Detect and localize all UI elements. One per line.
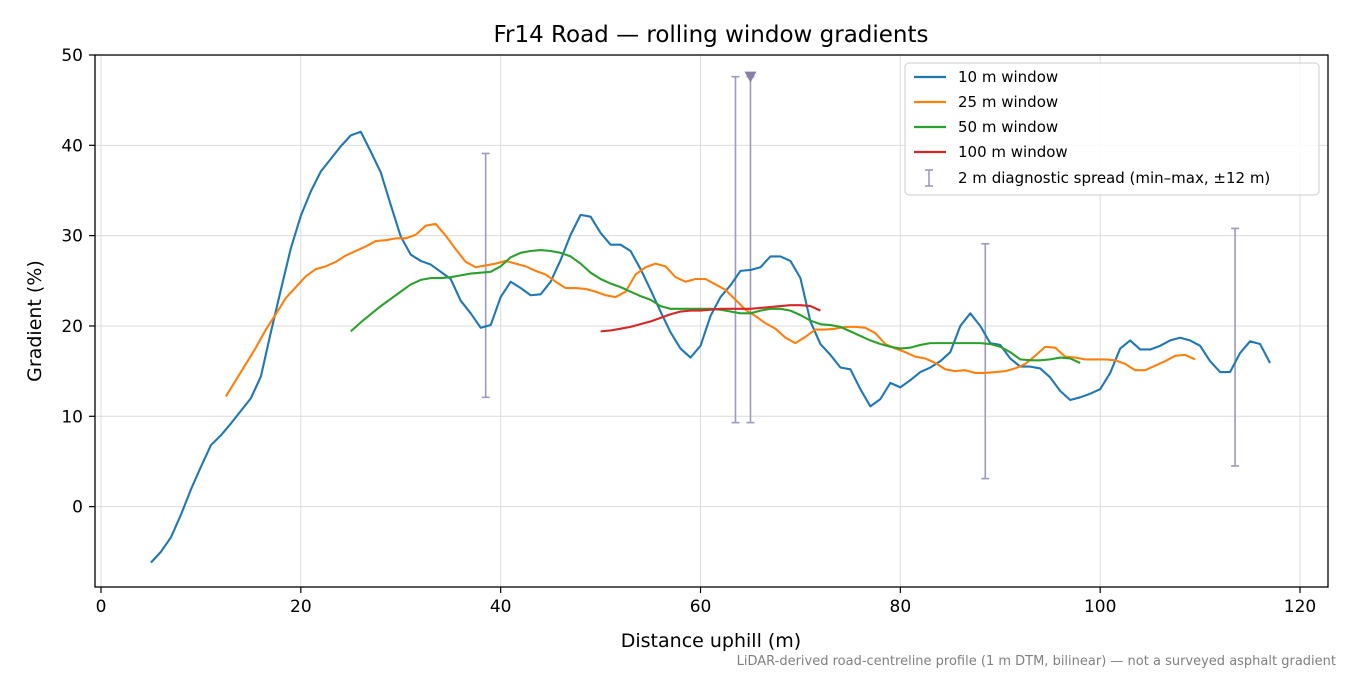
legend-label-25m: 25 m window bbox=[958, 93, 1058, 111]
x-axis-label: Distance uphill (m) bbox=[621, 630, 801, 652]
x-tick-label: 0 bbox=[96, 597, 107, 617]
chart-title: Fr14 Road — rolling window gradients bbox=[493, 22, 928, 48]
y-tick-label: 40 bbox=[61, 136, 83, 156]
series-line bbox=[600, 304, 821, 333]
footnote: LiDAR-derived road-centreline profile (1… bbox=[737, 654, 1336, 669]
legend-swatch-spread bbox=[925, 169, 933, 187]
spread-bar bbox=[1231, 227, 1240, 467]
y-tick-label: 0 bbox=[72, 498, 83, 518]
series-line bbox=[224, 222, 1196, 397]
diagnostic-spread-bars bbox=[481, 71, 1240, 480]
series-lines bbox=[150, 130, 1271, 564]
y-tick-label: 50 bbox=[61, 46, 83, 66]
legend-label-50m: 50 m window bbox=[958, 118, 1058, 136]
y-axis-label: Gradient (%) bbox=[24, 260, 46, 382]
legend-label-100m: 100 m window bbox=[958, 143, 1068, 161]
clipped-marker-icon bbox=[744, 71, 757, 83]
x-tick-label: 40 bbox=[490, 597, 512, 617]
legend-box bbox=[904, 62, 1320, 196]
x-tick-label: 120 bbox=[1284, 597, 1316, 617]
x-tick-label: 60 bbox=[690, 597, 712, 617]
plot-frame bbox=[94, 54, 1329, 588]
legend-label-spread: 2 m diagnostic spread (min–max, ±12 m) bbox=[958, 169, 1270, 187]
series-line bbox=[150, 130, 1271, 564]
y-tick-label: 10 bbox=[61, 407, 83, 427]
axis-ticks: 0 20 40 60 80 100 120 0 10 20 30 40 50 bbox=[61, 46, 1316, 617]
legend: 10 m window 25 m window 50 m window 100 … bbox=[904, 62, 1320, 196]
spread-bar bbox=[481, 152, 490, 399]
x-tick-label: 80 bbox=[890, 597, 912, 617]
x-tick-label: 20 bbox=[290, 597, 312, 617]
y-tick-label: 20 bbox=[61, 317, 83, 337]
y-tick-label: 30 bbox=[61, 227, 83, 247]
x-tick-label: 100 bbox=[1084, 597, 1116, 617]
grid-lines bbox=[95, 54, 1328, 587]
spread-bar bbox=[731, 75, 740, 424]
legend-label-10m: 10 m window bbox=[958, 68, 1058, 86]
spread-bar bbox=[981, 242, 990, 480]
